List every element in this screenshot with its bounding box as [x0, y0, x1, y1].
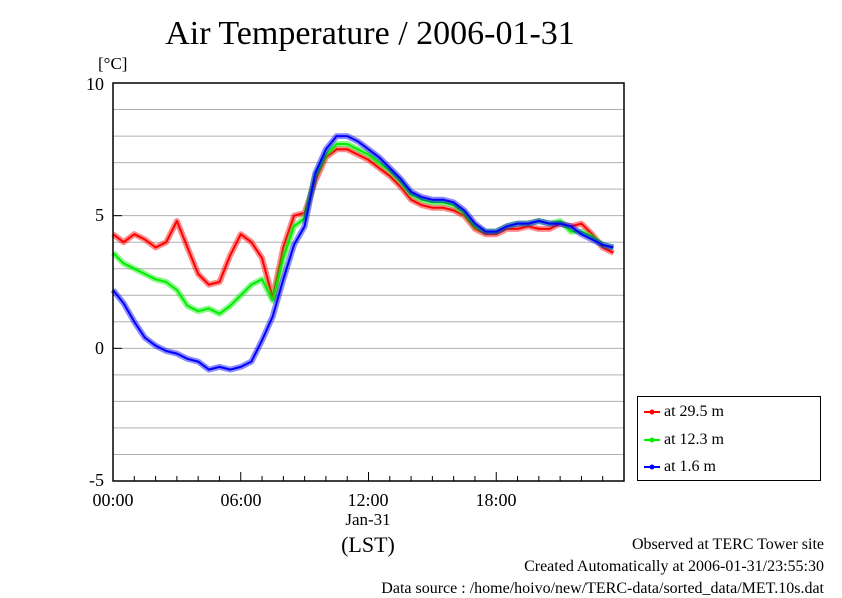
y-axis-unit-label: [°C] — [98, 54, 128, 73]
y-tick-label: 0 — [95, 338, 104, 358]
legend: at 29.5 m at 12.3 m at 1.6 m — [637, 396, 821, 481]
legend-label: at 1.6 m — [664, 458, 716, 475]
x-date-label: Jan-31 — [345, 510, 391, 529]
legend-swatch-green — [644, 437, 660, 443]
legend-label: at 29.5 m — [664, 403, 724, 420]
footer-created: Created Automatically at 2006-01-31/23:5… — [524, 558, 824, 575]
legend-swatch-blue — [644, 464, 660, 470]
y-tick-label: 5 — [95, 205, 104, 225]
series-line — [112, 148, 614, 299]
axis-ticks — [112, 82, 625, 482]
y-tick-label: 10 — [86, 74, 104, 94]
plot-frame — [112, 82, 625, 482]
grid-lines — [113, 109, 624, 455]
footer-source: Data source : /home/hoivo/new/TERC-data/… — [381, 580, 824, 597]
x-tick-label: 06:00 — [220, 490, 262, 510]
legend-label: at 12.3 m — [664, 431, 724, 448]
series-line — [112, 135, 614, 371]
chart-title: Air Temperature / 2006-01-31 — [165, 15, 575, 52]
footer-observed: Observed at TERC Tower site — [631, 536, 824, 553]
x-tick-label: 00:00 — [92, 490, 134, 510]
series-layer — [110, 133, 615, 373]
x-tick-label: 12:00 — [347, 490, 389, 510]
x-tick-label: 18:00 — [475, 490, 517, 510]
x-axis-label: (LST) — [341, 532, 395, 557]
legend-swatch-red — [644, 409, 660, 415]
y-tick-label: -5 — [89, 470, 104, 490]
